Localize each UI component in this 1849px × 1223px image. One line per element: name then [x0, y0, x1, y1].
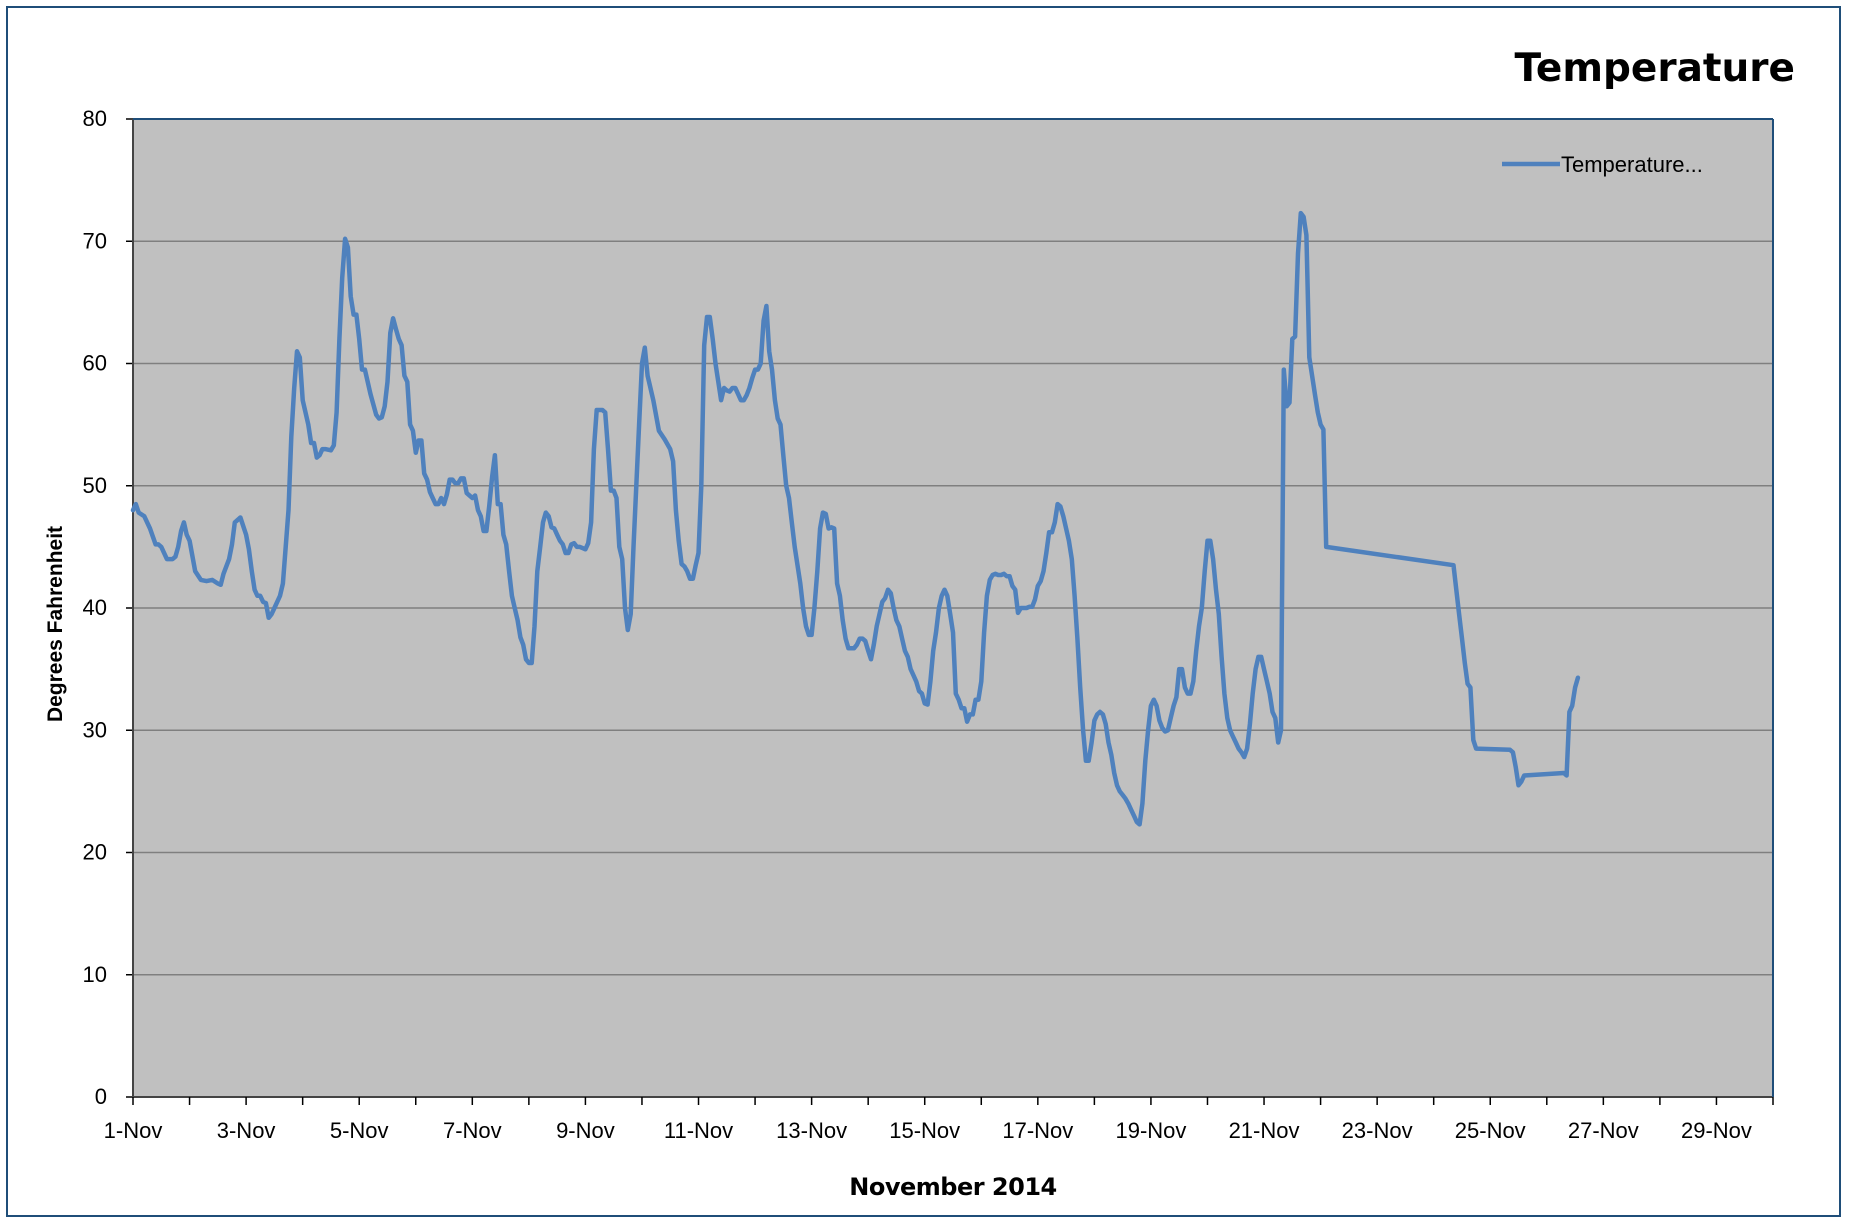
y-tick-label: 50: [83, 473, 107, 498]
y-tick-label: 20: [83, 840, 107, 865]
y-tick-label: 0: [95, 1084, 107, 1109]
gridlines: [133, 118, 1773, 976]
y-tick-label: 70: [83, 228, 107, 253]
x-tick-label: 29-Nov: [1681, 1118, 1752, 1143]
chart-title: Temperature: [1514, 46, 1795, 91]
legend-label: Temperature...: [1561, 152, 1703, 177]
axes: [126, 118, 1774, 1105]
x-tick-label: 3-Nov: [217, 1118, 276, 1143]
y-axis-title: Degrees Fahrenheit: [44, 525, 67, 723]
x-tick-label: 7-Nov: [443, 1118, 502, 1143]
x-tick-label: 5-Nov: [330, 1118, 389, 1143]
y-tick-label: 40: [83, 595, 107, 620]
series-layer: [130, 210, 1581, 827]
x-tick-label: 1-Nov: [104, 1118, 163, 1143]
y-tick-label: 60: [83, 351, 107, 376]
x-tick-label: 23-Nov: [1342, 1118, 1413, 1143]
x-tick-label: 17-Nov: [1002, 1118, 1073, 1143]
y-tick-label: 30: [83, 717, 107, 742]
x-tick-label: 11-Nov: [664, 1118, 733, 1143]
x-tick-label: 27-Nov: [1568, 1118, 1639, 1143]
temperature-series-line: [130, 210, 1581, 827]
y-tick-label: 10: [83, 962, 107, 987]
x-tick-label: 15-Nov: [889, 1118, 960, 1143]
x-tick-label: 21-Nov: [1229, 1118, 1300, 1143]
tick-labels: 0 10 20 30 40 50 60 70 80 1-Nov 3-Nov 5-Nov 7-Nov 9-N…: [83, 106, 1752, 1143]
x-tick-label: 13-Nov: [776, 1118, 847, 1143]
y-tick-label: 80: [83, 106, 107, 131]
x-tick-label: 25-Nov: [1455, 1118, 1526, 1143]
x-tick-label: 19-Nov: [1115, 1118, 1186, 1143]
x-tick-label: 9-Nov: [556, 1118, 615, 1143]
x-axis-title: November 2014: [849, 1173, 1057, 1201]
legend: Temperature...: [1502, 152, 1703, 177]
